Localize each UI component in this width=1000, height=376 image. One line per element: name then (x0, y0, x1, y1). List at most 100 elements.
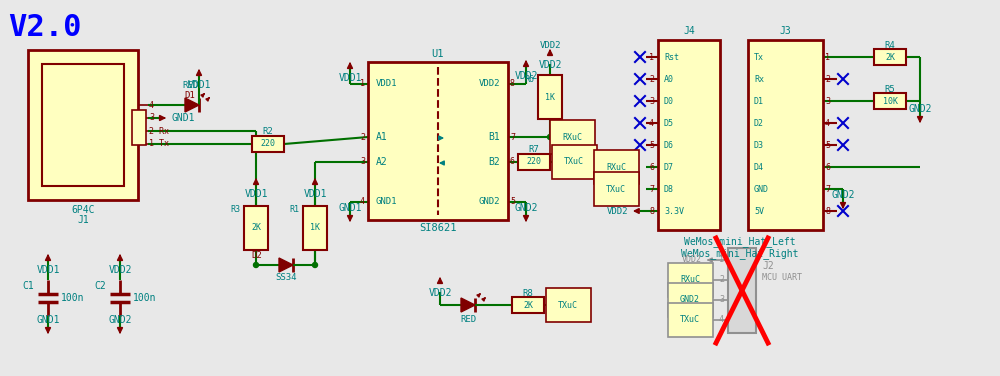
Text: J4: J4 (683, 26, 695, 36)
Bar (42, 64, 124, 186)
Text: 2: 2 (360, 132, 365, 141)
Text: D4: D4 (754, 162, 764, 171)
Text: C1: C1 (22, 281, 34, 291)
Text: GND2: GND2 (514, 203, 538, 213)
Text: TXuC: TXuC (558, 300, 578, 309)
Text: RXuC: RXuC (606, 162, 626, 171)
Circle shape (548, 135, 552, 139)
Text: 7: 7 (825, 185, 830, 194)
Text: VDD2: VDD2 (606, 206, 628, 215)
Text: 5: 5 (825, 141, 830, 150)
Text: U1: U1 (432, 49, 444, 59)
Bar (368, 62, 508, 220)
Text: R1: R1 (289, 206, 299, 214)
Text: 2: 2 (719, 276, 724, 285)
Text: 7: 7 (510, 132, 515, 141)
Text: R8: R8 (523, 288, 533, 297)
Text: 100n: 100n (61, 293, 84, 303)
Text: 6: 6 (510, 158, 515, 167)
Text: R7: R7 (529, 146, 539, 155)
Text: VDD2: VDD2 (479, 79, 500, 88)
Text: D7: D7 (664, 162, 674, 171)
Bar (244, 206, 268, 250)
Text: 4: 4 (719, 315, 724, 324)
Text: VDD1: VDD1 (338, 73, 362, 83)
Text: 1K: 1K (545, 92, 555, 102)
Bar (728, 248, 756, 333)
Text: 220: 220 (260, 139, 276, 149)
Text: D3: D3 (754, 141, 764, 150)
Polygon shape (279, 258, 293, 272)
Text: 1: 1 (719, 256, 724, 264)
Text: 2K: 2K (523, 300, 533, 309)
Text: VDD1: VDD1 (187, 80, 211, 90)
Text: 1: 1 (360, 79, 365, 88)
Bar (874, 49, 906, 65)
Text: GND2: GND2 (831, 190, 855, 200)
Text: D5: D5 (664, 118, 674, 127)
Text: 2: 2 (825, 74, 830, 83)
Text: B1: B1 (488, 132, 500, 142)
Text: TXuC: TXuC (680, 315, 700, 324)
Text: GND2: GND2 (479, 197, 500, 206)
Text: 5: 5 (649, 141, 654, 150)
Bar (874, 93, 906, 109)
Bar (28, 50, 138, 200)
Text: WeMos_mini_Hat_Left: WeMos_mini_Hat_Left (684, 237, 796, 247)
Text: 6: 6 (649, 162, 654, 171)
Text: A1: A1 (376, 132, 388, 142)
Text: SI8621: SI8621 (419, 223, 457, 233)
Text: J2: J2 (762, 261, 774, 271)
Text: V2.0: V2.0 (8, 14, 82, 42)
Text: 2K: 2K (251, 223, 261, 232)
Text: D2: D2 (251, 250, 262, 259)
Text: VDD2: VDD2 (682, 256, 702, 264)
Text: A2: A2 (376, 157, 388, 167)
Text: WeMos_mini_Hat_Right: WeMos_mini_Hat_Right (681, 249, 799, 259)
Text: 5: 5 (510, 197, 515, 206)
Bar (518, 154, 550, 170)
Text: GND2: GND2 (108, 315, 132, 325)
Text: 220: 220 (526, 158, 542, 167)
Text: J3: J3 (779, 26, 791, 36)
Polygon shape (185, 98, 199, 112)
Text: 3: 3 (360, 158, 365, 167)
Text: 2K: 2K (885, 53, 895, 62)
Bar (132, 110, 146, 145)
Text: R5: R5 (885, 85, 895, 94)
Text: 4: 4 (649, 118, 654, 127)
Text: RXuC: RXuC (680, 276, 700, 285)
Text: 1 Tx: 1 Tx (149, 139, 169, 149)
Text: 8: 8 (649, 206, 654, 215)
Text: GND1: GND1 (171, 113, 194, 123)
Text: Rst: Rst (664, 53, 679, 62)
Text: Tx: Tx (754, 53, 764, 62)
Text: 3: 3 (719, 296, 724, 305)
Text: VDD2: VDD2 (538, 60, 562, 70)
Text: 1: 1 (825, 53, 830, 62)
Text: RXuC: RXuC (562, 132, 582, 141)
Text: GND: GND (754, 185, 769, 194)
Text: 6: 6 (825, 162, 830, 171)
Text: 4: 4 (360, 197, 365, 206)
Text: 100n: 100n (133, 293, 156, 303)
Text: 3: 3 (649, 97, 654, 106)
Text: TXuC: TXuC (606, 185, 626, 194)
Text: C2: C2 (94, 281, 106, 291)
Text: GND1: GND1 (338, 203, 362, 213)
Text: D8: D8 (664, 185, 674, 194)
Text: GND2: GND2 (680, 296, 700, 305)
Circle shape (254, 262, 258, 267)
Text: GND1: GND1 (376, 197, 398, 206)
Text: 1K: 1K (310, 223, 320, 232)
Text: VDD1: VDD1 (244, 189, 268, 199)
Text: R3: R3 (230, 206, 240, 214)
Text: 4: 4 (825, 118, 830, 127)
Text: RED: RED (182, 82, 198, 91)
Text: 5V: 5V (754, 206, 764, 215)
Text: 3: 3 (149, 114, 154, 123)
Text: 1: 1 (649, 53, 654, 62)
Text: D1: D1 (754, 97, 764, 106)
Text: 10K: 10K (883, 97, 898, 106)
Text: J1: J1 (77, 215, 89, 225)
